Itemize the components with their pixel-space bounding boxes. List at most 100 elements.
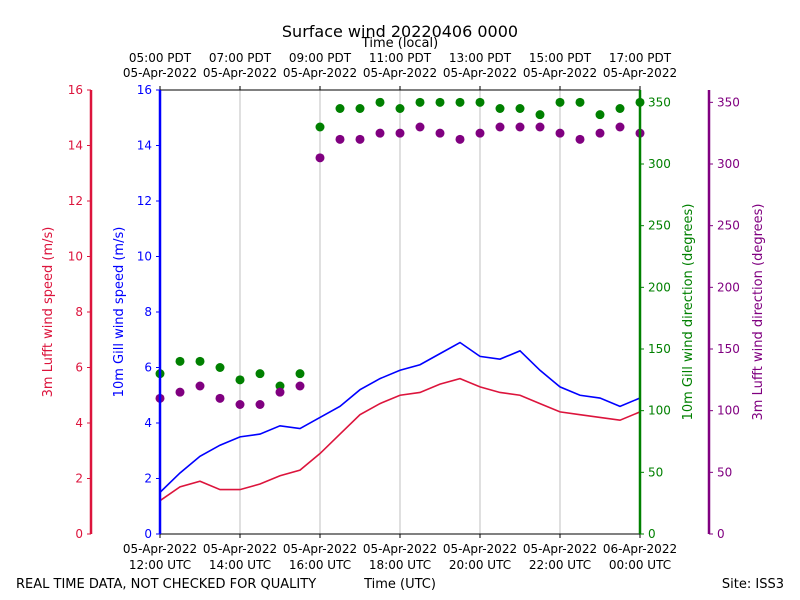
x-top-tick-label: 05-Apr-2022: [523, 66, 597, 80]
x-bottom-tick-label: 12:00 UTC: [129, 558, 191, 572]
x-bottom-tick-label: 20:00 UTC: [449, 558, 511, 572]
3m-lufft-wind-direction-point: [255, 400, 265, 409]
3m-lufft-wind-direction-point: [375, 128, 385, 138]
10m-gill-wind-direction-point: [215, 363, 225, 372]
y-tick-label: 300: [717, 157, 740, 171]
y-tick-label: 16: [137, 83, 152, 97]
y-tick-label: 14: [68, 139, 83, 153]
10m-gill-wind-direction-point: [555, 97, 565, 107]
y-tick-label: 0: [144, 527, 152, 541]
3m-lufft-wind-direction-point: [295, 381, 305, 391]
x-top-tick-label: 07:00 PDT: [209, 51, 272, 65]
x-axis-top-label: Time (local): [361, 36, 438, 51]
3m-lufft-wind-direction-point: [355, 134, 365, 144]
3m-lufft-wind-direction-point: [535, 122, 545, 132]
10m-gill-wind-direction-point: [235, 375, 245, 385]
x-bottom-tick-label: 06-Apr-2022: [603, 542, 677, 556]
3m-lufft-wind-direction-point: [415, 122, 425, 132]
y-tick-label: 14: [137, 139, 152, 153]
y-tick-label: 200: [648, 280, 671, 294]
3m-lufft-wind-direction-point: [495, 122, 505, 132]
x-top-tick-label: 05-Apr-2022: [363, 66, 437, 80]
10m-gill-wind-direction-point: [375, 97, 385, 107]
y-tick-label: 250: [648, 219, 671, 233]
10m-gill-wind-direction-point: [435, 97, 445, 107]
x-bottom-tick-label: 22:00 UTC: [529, 558, 591, 572]
x-top-tick-label: 11:00 PDT: [369, 51, 432, 65]
x-top-tick-label: 05:00 PDT: [129, 51, 192, 65]
x-bottom-tick-label: 05-Apr-2022: [523, 542, 597, 556]
y-tick-label: 8: [144, 305, 152, 319]
3m-lufft-wind-direction-point: [555, 128, 565, 138]
x-bottom-tick-label: 14:00 UTC: [209, 558, 271, 572]
x-bottom-tick-label: 05-Apr-2022: [123, 542, 197, 556]
data-marks: [155, 97, 645, 502]
y-tick-label: 0: [75, 527, 83, 541]
x-bottom-tick-label: 18:00 UTC: [369, 558, 431, 572]
3m-lufft-wind-direction-point: [235, 400, 245, 409]
3m-lufft-wind-direction-point: [615, 122, 625, 132]
3m-lufft-wind-direction-point: [175, 387, 185, 397]
x-top-tick-label: 05-Apr-2022: [443, 66, 517, 80]
x-top-tick-label: 05-Apr-2022: [603, 66, 677, 80]
3m-lufft-wind-direction-point: [515, 122, 525, 132]
gill-speed-axis-label: 10m Gill wind speed (m/s): [112, 227, 127, 398]
x-top-tick-label: 05-Apr-2022: [123, 66, 197, 80]
y-tick-label: 300: [648, 157, 671, 171]
10m-gill-wind-direction-point: [335, 104, 345, 113]
x-bottom-tick-label: 05-Apr-2022: [443, 542, 517, 556]
x-bottom-tick-label: 05-Apr-2022: [203, 542, 277, 556]
y-tick-label: 100: [717, 404, 740, 418]
10m-gill-wind-direction-point: [275, 381, 285, 391]
footer-quality-note: REAL TIME DATA, NOT CHECKED FOR QUALITY: [16, 577, 316, 592]
y-tick-label: 350: [648, 95, 671, 109]
3m-lufft-wind-direction-point: [455, 134, 465, 144]
x-top-tick-label: 15:00 PDT: [529, 51, 592, 65]
y-tick-label: 4: [144, 416, 152, 430]
10m-gill-wind-direction-point: [615, 104, 625, 113]
x-bottom-tick-label: 16:00 UTC: [289, 558, 351, 572]
y-tick-label: 16: [68, 83, 83, 97]
footer-site-label: Site: ISS3: [722, 577, 784, 592]
axes: 05-Apr-2022 12:00 UTC 05-Apr-2022 14:00 UTC…: [41, 51, 766, 572]
y-tick-label: 4: [75, 416, 83, 430]
y-tick-label: 10: [68, 250, 83, 264]
10m-gill-wind-direction-point: [355, 104, 365, 113]
10m-gill-wind-speed-line: [159, 341, 641, 493]
y-tick-label: 2: [75, 472, 83, 486]
y-tick-label: 2: [144, 472, 152, 486]
3m-lufft-wind-direction-point: [395, 128, 405, 138]
y-tick-label: 0: [717, 527, 725, 541]
y-tick-label: 250: [717, 219, 740, 233]
3m-lufft-wind-direction-point: [215, 393, 225, 403]
y-tick-label: 150: [648, 342, 671, 356]
chart-title: Surface wind 20220406 0000: [282, 22, 518, 41]
3m-lufft-wind-direction-point: [435, 128, 445, 138]
lufft-speed-axis-label: 3m Lufft wind speed (m/s): [41, 227, 56, 398]
3m-lufft-wind-direction-point: [315, 153, 325, 163]
x-top-tick-label: 05-Apr-2022: [203, 66, 277, 80]
10m-gill-wind-direction-point: [255, 369, 265, 379]
x-top-tick-label: 09:00 PDT: [289, 51, 352, 65]
y-tick-label: 12: [68, 194, 83, 208]
y-tick-label: 50: [648, 465, 663, 479]
y-tick-label: 50: [717, 465, 732, 479]
3m-lufft-wind-direction-point: [595, 128, 605, 138]
10m-gill-wind-direction-point: [535, 110, 545, 120]
3m-lufft-wind-direction-point: [575, 134, 585, 144]
3m-lufft-wind-direction-point: [275, 387, 285, 397]
y-tick-label: 150: [717, 342, 740, 356]
y-tick-label: 10: [137, 250, 152, 264]
10m-gill-wind-direction-point: [595, 110, 605, 120]
10m-gill-wind-direction-point: [455, 97, 465, 107]
10m-gill-wind-direction-point: [315, 122, 325, 132]
x-top-tick-label: 13:00 PDT: [449, 51, 512, 65]
10m-gill-wind-direction-point: [575, 97, 585, 107]
10m-gill-wind-direction-point: [515, 104, 525, 113]
y-tick-label: 200: [717, 280, 740, 294]
x-bottom-tick-label: 05-Apr-2022: [363, 542, 437, 556]
y-tick-label: 0: [648, 527, 656, 541]
10m-gill-wind-direction-point: [495, 104, 505, 113]
3m-lufft-wind-direction-point: [475, 128, 485, 138]
